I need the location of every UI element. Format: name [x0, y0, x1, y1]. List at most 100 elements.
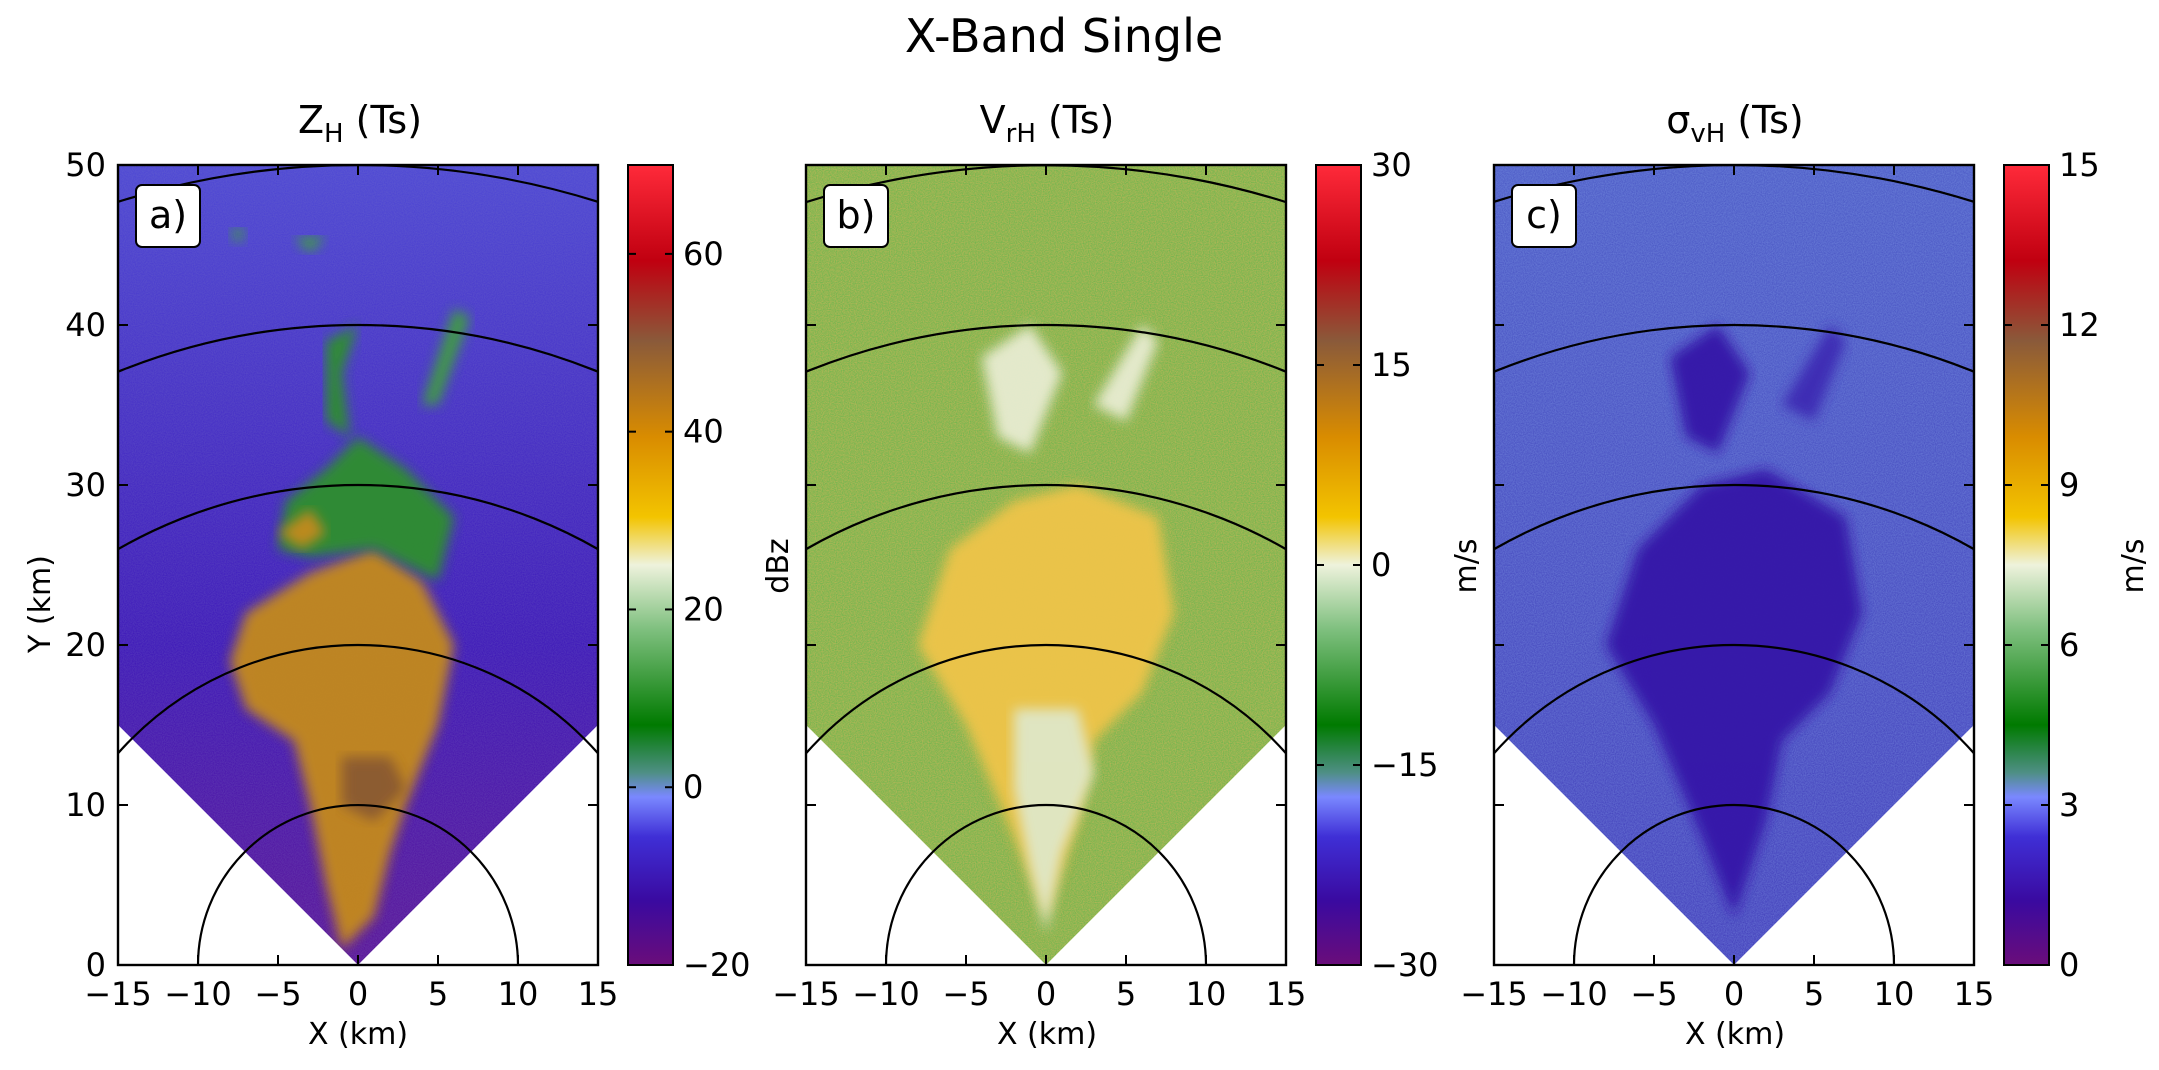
panel-a-ytick-label: 50	[65, 146, 106, 184]
panel-b-ring-40	[806, 323, 1286, 373]
panel-b-title: VrH (Ts)	[980, 98, 1115, 149]
panel-a-ring-40	[118, 323, 598, 373]
panel-c-xtick-label: −5	[1630, 975, 1677, 1013]
panel-c-xtick-label: 10	[1874, 975, 1915, 1013]
panel-c-ring-20	[1494, 643, 1974, 756]
panel-c-label-box	[1511, 184, 1577, 248]
figure-title: X-Band Single	[905, 9, 1223, 63]
panel-a-label: a)	[135, 184, 201, 248]
panel-a-radar-field	[118, 165, 598, 965]
panel-a-xtick-label: 10	[498, 975, 539, 1013]
panel-b-label-box	[823, 184, 889, 248]
panel-c-echo-1	[1670, 325, 1750, 453]
panel-b-colorbar: −30 −15 0 15 30	[1315, 146, 1439, 984]
panel-a-ylabel: Y (km)	[23, 555, 58, 654]
panel-a-label-text: a)	[149, 193, 187, 237]
panel-a-xtick-label: 5	[428, 975, 448, 1013]
panel-a-echo-4	[326, 325, 358, 437]
panel-c-plot-area: c) −15 −10 −5 0 5 10 15 0 3 6 9 12 15	[1460, 146, 2100, 1013]
panel-c-label-text: c)	[1526, 193, 1562, 237]
panel-b-ring-10	[884, 803, 1208, 965]
panel-a-colorbar-tick-label: 20	[683, 590, 724, 628]
panel-c-radar-field	[1494, 165, 1974, 965]
panel-c-colorbar-bar	[2003, 164, 2050, 966]
panel-b-ring-30	[806, 483, 1286, 551]
panel-b-colorbar-tick-label: 30	[1371, 146, 1412, 184]
panel-b-xtick-label: −10	[852, 975, 920, 1013]
panel-c-xlabel: X (km)	[1685, 1017, 1785, 1052]
panel-a-title: ZH (Ts)	[298, 98, 422, 149]
panel-a-colorbar-tick-label: 40	[683, 413, 724, 451]
panel-a-label-box	[135, 184, 201, 248]
panel-b-xtick-label: −15	[772, 975, 840, 1013]
panel-b-ring-20	[806, 643, 1286, 756]
panel-c-ring-30	[1494, 483, 1974, 551]
panel-a-plot-area: a) −15 −10 −5 0 5 10 15 0 10 20 30 40 50 −20 0 20 40 60	[65, 146, 751, 1013]
panel-b-colorbar-tick-label: 0	[1371, 546, 1391, 584]
panel-a-echo-7	[294, 237, 326, 253]
panel-a-ring-20	[118, 643, 598, 756]
panel-c-colorbar-tick-label: 3	[2059, 786, 2079, 824]
panel-c-colorbar-tick-label: 0	[2059, 946, 2079, 984]
panel-b-xtick-label: 5	[1116, 975, 1136, 1013]
panel-a-echo-0	[230, 549, 454, 949]
panel-b-xlabel: X (km)	[997, 1017, 1097, 1052]
panel-b-xtick-label: 15	[1266, 975, 1307, 1013]
panel-b-xtick-label: 10	[1186, 975, 1227, 1013]
panel-a-outside-right	[358, 725, 598, 965]
panel-a-ytick-label: 40	[65, 306, 106, 344]
panel-b-echo-3	[1094, 325, 1158, 421]
panel-b-echo-1	[1014, 709, 1094, 933]
panel-c-xtick-label: 5	[1804, 975, 1824, 1013]
panel-c-ring-10	[1572, 803, 1896, 965]
panel-a-xtick-label: 0	[348, 975, 368, 1013]
panel-a-xtick-label: −15	[84, 975, 152, 1013]
panel-b-radar-field	[806, 165, 1286, 965]
panel-b-xtick-label: −5	[942, 975, 989, 1013]
panel-c-colorbar-label: m/s	[2116, 539, 2151, 594]
panel-a-colorbar-tick-label: 60	[683, 235, 724, 273]
panel-c-outside-left	[1494, 725, 1734, 965]
panel-b-colorbar-tick-label: −30	[1371, 946, 1439, 984]
panel-c-colorbar-tick-label: 9	[2059, 466, 2079, 504]
panel-a-colorbar: −20 0 20 40 60	[627, 164, 751, 984]
panel-a-ytick-label: 0	[86, 946, 106, 984]
panel-b-outside-left	[806, 725, 1046, 965]
panel-a-echo-6	[230, 229, 246, 245]
panel-a-colorbar-tick-label: −20	[683, 946, 751, 984]
panel-c-outside-right	[1734, 725, 1974, 965]
panel-a-outside-left	[118, 725, 358, 965]
panel-b-xtick-label: 0	[1036, 975, 1056, 1013]
panel-a-echo-2	[278, 437, 454, 581]
panel-a-echo-3	[278, 509, 326, 549]
panel-a-colorbar-tick-label: 0	[683, 768, 703, 806]
panel-a-colorbar-bar	[627, 164, 674, 966]
panel-a-ytick-label: 20	[65, 626, 106, 664]
panel-b-echo-2	[982, 325, 1062, 453]
panel-b-colorbar-tick-label: 15	[1371, 346, 1412, 384]
panel-a-echo-regions	[230, 229, 470, 949]
panel-c: σvH (Ts) c) −15 −10 −5 0 5 10 15 0 3 6 9 12 15 X (km)…	[1460, 98, 2151, 1052]
panel-c-xtick-label: 0	[1724, 975, 1744, 1013]
panel-a-xtick-label: −10	[164, 975, 232, 1013]
panel-c-xtick-label: −15	[1460, 975, 1528, 1013]
panel-b-outside-right	[1046, 725, 1286, 965]
panel-c-colorbar: 0 3 6 9 12 15	[2003, 146, 2100, 984]
panel-a-colorbar-label: dBz	[761, 538, 796, 593]
panel-c-ring-40	[1494, 323, 1974, 373]
panel-a-xtick-label: −5	[254, 975, 301, 1013]
panel-a-ytick-label: 10	[65, 786, 106, 824]
panel-b-colorbar-tick-label: −15	[1371, 746, 1439, 784]
panel-a-ytick-label: 30	[65, 466, 106, 504]
panel-c-label: c)	[1511, 184, 1577, 248]
panel-c-xtick-label: 15	[1954, 975, 1995, 1013]
panel-c-colorbar-tick-label: 6	[2059, 626, 2079, 664]
panel-c-colorbar-tick-label: 12	[2059, 306, 2100, 344]
panel-b-label-text: b)	[837, 193, 876, 237]
panel-b-plot-area: b) −15 −10 −5 0 5 10 15 −30 −15 0 15 30	[772, 146, 1439, 1013]
panel-a-ring-10	[196, 803, 520, 965]
panel-c-xtick-label: −10	[1540, 975, 1608, 1013]
panel-c-title: σvH (Ts)	[1666, 98, 1803, 149]
panel-a: ZH (Ts) a) −15 −10 −5 0 5 10 15 0 10 20 30 40 50 −20 0 2…	[23, 98, 796, 1052]
